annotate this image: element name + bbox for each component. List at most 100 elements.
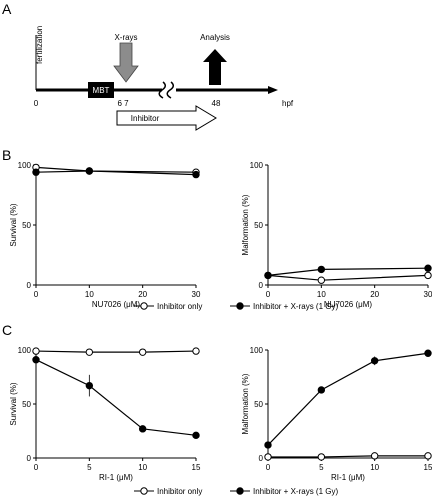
data-point <box>370 357 379 365</box>
x-tick-label: 0 <box>34 463 39 472</box>
survival-chart-nu7026: 0 50 100 0 10 20 30 NU7026 (μM) Survival (%) <box>9 161 201 309</box>
data-point <box>424 349 432 357</box>
x-axis-title: NU7026 (μM) <box>324 300 373 309</box>
y-tick-label: 0 <box>259 281 264 290</box>
analysis-label: Analysis <box>200 33 230 42</box>
x-tick-label: 10 <box>85 290 94 299</box>
x-tick-label: 20 <box>370 290 379 299</box>
y-tick-label: 50 <box>254 221 263 230</box>
data-point <box>424 452 432 460</box>
legend-marker-filled-icon <box>236 302 244 310</box>
data-point <box>32 347 40 355</box>
data-point <box>370 452 379 460</box>
y-axis-title: Survival (%) <box>9 382 18 425</box>
series-line <box>268 455 428 458</box>
data-point <box>85 348 94 356</box>
survival-chart-ri1: 0 50 100 0 5 10 15 RI-1 (μM) Survival (%) <box>9 346 201 482</box>
x-tick-label: 15 <box>192 463 201 472</box>
y-tick-label: 0 <box>27 281 32 290</box>
x-tick-label: 30 <box>192 290 201 299</box>
series-line <box>267 267 429 276</box>
data-point <box>32 356 40 364</box>
series-line <box>35 350 197 353</box>
series-line <box>267 352 429 446</box>
x-tick-label: 0 <box>266 463 271 472</box>
data-point <box>264 441 272 449</box>
y-axis-title: Malformation (%) <box>241 373 250 434</box>
mbt-label: MBT <box>93 86 110 95</box>
y-tick-label: 0 <box>259 454 264 463</box>
timeline-tick-48: 48 <box>212 99 221 108</box>
y-tick-label: 100 <box>18 161 32 170</box>
data-point <box>138 425 147 433</box>
series-line <box>35 359 197 436</box>
panel-label-a: A <box>2 1 12 17</box>
y-tick-label: 100 <box>250 161 264 170</box>
data-point <box>317 276 326 284</box>
data-point <box>317 453 326 461</box>
data-point <box>424 264 432 272</box>
x-tick-label: 30 <box>424 290 432 299</box>
data-point <box>264 453 272 461</box>
legend-label-inhibitor-only: Inhibitor only <box>157 487 202 496</box>
timeline-tick-6-7: 6 7 <box>117 99 129 108</box>
data-point <box>317 265 326 274</box>
panel-label-b: B <box>2 147 11 163</box>
x-axis-title: RI-1 (μM) <box>331 473 365 482</box>
legend-label-inhibitor-xrays: Inhibitor + X-rays (1 Gy) <box>253 487 338 496</box>
data-point <box>264 271 272 280</box>
legend-c: Inhibitor only Inhibitor + X-rays (1 Gy) <box>134 487 338 496</box>
analysis-arrow-icon <box>203 49 227 85</box>
mbt-box <box>88 82 114 98</box>
x-tick-label: 5 <box>319 463 324 472</box>
y-tick-label: 100 <box>250 346 264 355</box>
legend-label-inhibitor-only: Inhibitor only <box>157 302 202 311</box>
x-tick-label: 20 <box>138 290 147 299</box>
y-tick-label: 50 <box>22 400 31 409</box>
timeline-tick-0: 0 <box>34 99 39 108</box>
inhibitor-arrow <box>116 105 217 131</box>
y-tick-label: 50 <box>254 400 263 409</box>
timeline-unit: hpf <box>282 99 294 108</box>
malformation-chart-ri1: 0 50 100 0 5 10 15 RI-1 (μM) Malformation (%) <box>241 346 432 482</box>
legend-marker-open-icon <box>140 302 148 310</box>
y-axis-title: Malformation (%) <box>241 194 250 255</box>
inhibitor-label: Inhibitor <box>131 114 160 123</box>
legend-b: Inhibitor only Inhibitor + X-rays (1 Gy) <box>134 302 338 311</box>
data-point <box>424 271 432 280</box>
y-tick-label: 50 <box>22 221 31 230</box>
data-point <box>192 170 200 179</box>
legend-label-inhibitor-xrays: Inhibitor + X-rays (1 Gy) <box>253 302 338 311</box>
data-point <box>192 431 200 440</box>
data-point <box>32 168 40 176</box>
x-tick-label: 5 <box>87 463 92 472</box>
y-axis-title: Survival (%) <box>9 203 18 246</box>
xrays-label: X-rays <box>114 33 137 42</box>
series-line <box>267 274 429 281</box>
legend-marker-open-icon <box>140 487 148 495</box>
x-axis-title: NU7026 (μM) <box>92 300 141 309</box>
y-tick-label: 100 <box>18 346 32 355</box>
timeline-break-left <box>158 81 166 99</box>
xrays-arrow-icon <box>113 42 139 83</box>
x-tick-label: 0 <box>266 290 271 299</box>
fertilization-label: fertilization <box>35 26 44 64</box>
x-tick-label: 0 <box>34 290 39 299</box>
x-tick-label: 10 <box>317 290 326 299</box>
data-point <box>317 386 326 394</box>
y-tick-label: 0 <box>27 454 32 463</box>
x-tick-label: 10 <box>138 463 147 472</box>
malformation-chart-nu7026: 0 50 100 0 10 20 30 NU7026 (μM) Malformation (%) <box>241 161 432 309</box>
x-tick-label: 15 <box>424 463 432 472</box>
timeline-break-right <box>166 81 174 99</box>
panel-label-c: C <box>2 322 12 338</box>
x-axis-title: RI-1 (μM) <box>99 473 133 482</box>
data-point <box>85 381 94 390</box>
x-tick-label: 10 <box>370 463 379 472</box>
timeline-arrowhead <box>268 86 278 94</box>
data-point <box>192 347 200 355</box>
data-point <box>138 348 147 356</box>
data-point <box>85 167 94 175</box>
legend-marker-filled-icon <box>236 487 244 495</box>
